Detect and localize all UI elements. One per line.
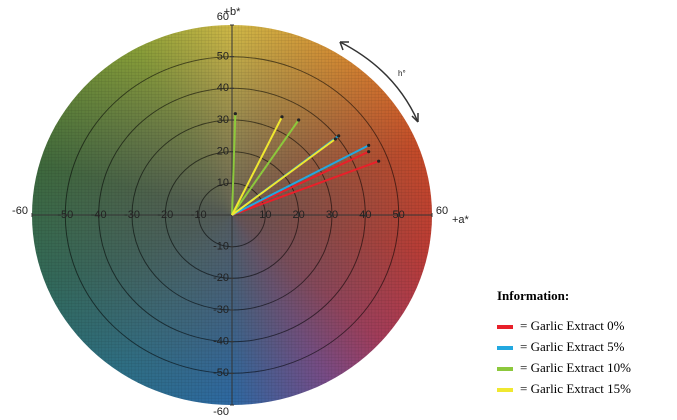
x-tick-label: -60: [12, 205, 28, 217]
vector-tip: [367, 150, 371, 154]
x-tick-label: -50: [57, 209, 73, 221]
x-tick-label: 20: [293, 209, 305, 221]
vector: [231, 113, 237, 216]
vector: [231, 160, 380, 216]
vector: [231, 144, 370, 216]
x-tick-label: 60: [436, 205, 448, 217]
y-tick-label: -10: [213, 241, 229, 253]
legend-swatch: [497, 346, 513, 350]
x-tick-label: 50: [393, 209, 405, 221]
legend-swatch: [497, 367, 513, 371]
vector: [231, 116, 283, 216]
x-tick-label: -10: [191, 209, 207, 221]
vector-tip: [333, 137, 337, 141]
y-tick-label: 60: [217, 11, 229, 23]
legend-swatch: [497, 325, 513, 329]
hue-label: h°: [398, 69, 406, 78]
vector: [231, 138, 336, 216]
legend-swatch: [497, 388, 513, 392]
vector-tip: [297, 118, 301, 122]
vector-tip: [233, 112, 237, 116]
y-tick-label: 40: [217, 82, 229, 94]
vector-tip: [367, 143, 371, 147]
y-tick-label: -40: [213, 336, 229, 348]
vector: [231, 119, 300, 216]
x-tick-label: -30: [124, 209, 140, 221]
legend-label: = Garlic Extract 0%: [520, 318, 625, 333]
y-tick-label: -30: [213, 304, 229, 316]
legend-label: = Garlic Extract 15%: [520, 381, 631, 396]
y-tick-label: -50: [213, 367, 229, 379]
y-tick-label: 10: [217, 177, 229, 189]
y-tick-label: 20: [217, 146, 229, 158]
x-tick-label: 30: [326, 209, 338, 221]
legend-title: Information:: [497, 288, 569, 303]
legend-label: = Garlic Extract 5%: [520, 339, 625, 354]
vector-tip: [337, 134, 341, 138]
x-tick-label: -20: [157, 209, 173, 221]
y-tick-label: -20: [213, 272, 229, 284]
legend-label: = Garlic Extract 10%: [520, 360, 631, 375]
y-axis-label: +b*: [224, 6, 242, 18]
arrow-heads: [339, 41, 419, 123]
vector-tip: [377, 159, 381, 163]
y-tick-label: -60: [213, 406, 229, 418]
x-tick-label: 10: [259, 209, 271, 221]
y-tick-label: 30: [217, 114, 229, 126]
x-axis-label: +a*: [452, 214, 470, 226]
hue-arrow: [339, 41, 419, 123]
vector-tip: [280, 115, 284, 119]
y-tick-label: 50: [217, 51, 229, 63]
x-tick-label: 40: [359, 209, 371, 221]
x-tick-label: -40: [91, 209, 107, 221]
